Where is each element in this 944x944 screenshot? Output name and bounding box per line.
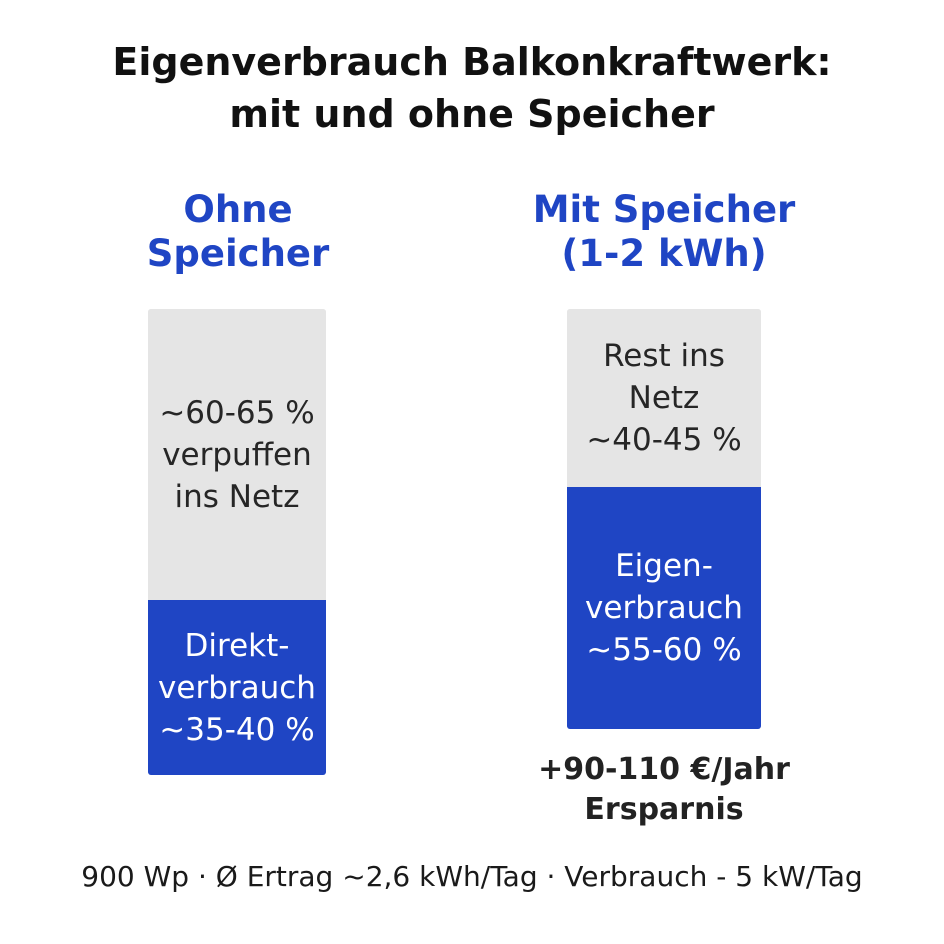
column-heading-mit-speicher: Mit Speicher (1-2 kWh) [532, 188, 796, 275]
chart-title: Eigenverbrauch Balkonkraftwerk: mit und … [112, 40, 832, 136]
footer-note: 900 Wp · Ø Ertrag ~2,6 kWh/Tag · Verbrau… [81, 860, 863, 893]
column-heading-ohne-speicher: Ohne Speicher [146, 188, 330, 275]
savings-annotation: +90-110 €/Jahr Ersparnis [538, 752, 790, 827]
segment-eigenverbrauch: Eigen- verbrauch ~55-60 % [567, 487, 761, 729]
bar-ohne-speicher: ~60-65 % verpuffen ins Netz Direkt- verb… [148, 309, 326, 775]
segment-rest-ins-netz: Rest ins Netz ~40-45 % [567, 309, 761, 487]
bar-mit-speicher: Rest ins Netz ~40-45 % Eigen- verbrauch … [567, 309, 761, 729]
segment-ins-netz-ohne-speicher: ~60-65 % verpuffen ins Netz [148, 309, 326, 600]
segment-direktverbrauch: Direkt- verbrauch ~35-40 % [148, 600, 326, 775]
